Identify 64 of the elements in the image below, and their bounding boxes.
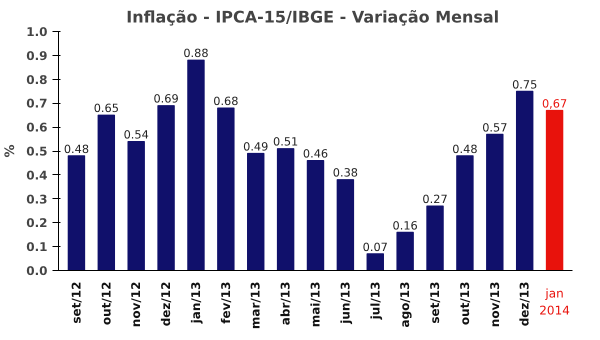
chart-title: Inflação - IPCA-15/IBGE - Variação Mensal <box>126 8 500 26</box>
x-tick-label: nov/13 <box>488 281 502 328</box>
y-tick-label: 1.0 <box>26 25 48 39</box>
data-label: 0.54 <box>124 127 149 142</box>
bar <box>546 110 564 270</box>
data-label: 0.48 <box>452 142 478 156</box>
data-label: 0.75 <box>512 77 538 92</box>
bar <box>516 90 534 270</box>
data-label: 0.16 <box>392 218 418 232</box>
bar <box>486 134 504 270</box>
x-tick-label: jan/13 <box>188 281 203 324</box>
y-tick-label: 0.5 <box>26 144 48 158</box>
data-label: 0.51 <box>273 134 298 149</box>
y-tick-label: 0.6 <box>26 120 48 135</box>
y-axis-title: % <box>3 144 18 158</box>
x-tick-label: fev/13 <box>218 282 233 324</box>
x-tick-label: abr/13 <box>278 282 293 326</box>
y-tick-label: 0.1 <box>26 240 48 254</box>
data-label: 0.48 <box>64 142 90 156</box>
bar <box>396 232 414 270</box>
data-label: 0.69 <box>153 92 179 106</box>
x-tick-label: dez/12 <box>159 282 174 326</box>
data-label: 0.68 <box>213 94 238 108</box>
y-tick-label: 0.3 <box>26 192 48 206</box>
y-tick-label: 0.2 <box>26 216 48 230</box>
bar <box>366 253 384 270</box>
bar <box>456 155 474 270</box>
data-label: 0.57 <box>482 120 508 134</box>
data-label: 0.65 <box>94 101 119 116</box>
x-tick-label: jun/13 <box>338 282 352 325</box>
x-tick-label: out/13 <box>458 281 472 326</box>
x-tick-label: set/12 <box>69 281 84 324</box>
x-tick-label: jan 2014 <box>539 286 570 318</box>
x-tick-label: out/12 <box>99 281 114 326</box>
data-label: 0.27 <box>422 192 448 206</box>
data-label: 0.38 <box>332 166 358 180</box>
data-label: 0,67 <box>542 96 568 110</box>
bar <box>276 148 294 270</box>
bar <box>127 140 145 270</box>
y-tick-label: 0.4 <box>26 168 48 182</box>
x-tick-label: dez/13 <box>518 282 532 326</box>
y-tick-label: 0.9 <box>26 48 48 63</box>
data-label: 0.07 <box>362 240 388 254</box>
bar <box>68 155 86 270</box>
bar <box>98 114 116 270</box>
bar <box>306 160 324 270</box>
bar <box>247 152 264 270</box>
y-tick-label: 0.8 <box>26 72 48 87</box>
y-tick-label: 0.0 <box>26 264 48 278</box>
x-tick-label: set/13 <box>428 281 442 324</box>
x-tick-label: mar/13 <box>248 281 263 330</box>
x-tick-label: jul/13 <box>368 281 382 320</box>
data-label: 0.46 <box>302 146 328 161</box>
x-tick-label: nov/12 <box>129 281 144 328</box>
data-label: 0.49 <box>243 139 268 154</box>
bar <box>336 179 354 270</box>
data-label: 0.88 <box>183 46 209 60</box>
bar <box>426 205 444 270</box>
y-tick-label: 0.7 <box>26 96 48 111</box>
bar <box>157 105 175 270</box>
bar <box>217 107 235 270</box>
bar <box>187 60 205 270</box>
x-tick-label: mai/13 <box>308 282 322 328</box>
x-tick-label: ago/13 <box>398 282 412 328</box>
